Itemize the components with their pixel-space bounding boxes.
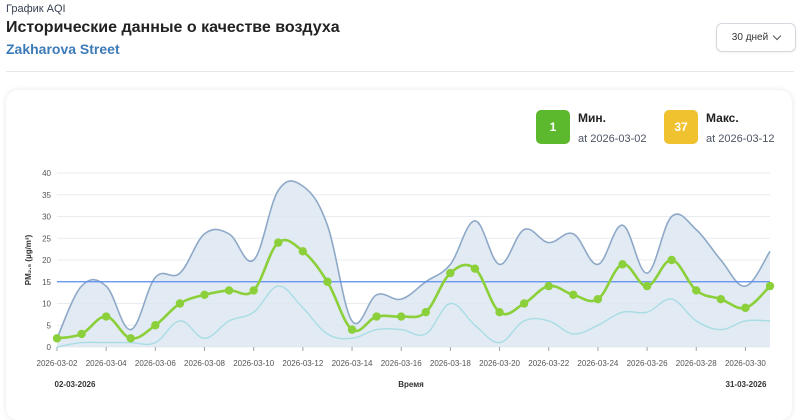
- station-name[interactable]: Zakharova Street: [6, 41, 120, 57]
- max-value-badge: 37: [664, 110, 698, 144]
- mean-point: [544, 281, 553, 291]
- max-label: Макс.: [706, 111, 739, 125]
- mean-point: [741, 303, 750, 313]
- mean-point: [372, 312, 381, 321]
- x-tick-label: 2026-03-14: [332, 359, 373, 368]
- mean-point: [519, 299, 529, 308]
- x-tick-label: 2026-03-10: [233, 359, 274, 368]
- range-end-label: 31-03-2026: [726, 380, 767, 389]
- y-tick-labels: 0 5 10 15 20 25 30 35 40: [42, 169, 51, 352]
- x-tick-label: 2026-03-04: [86, 359, 127, 368]
- x-tick-label: 2026-03-24: [577, 359, 618, 368]
- mean-point: [101, 312, 111, 321]
- mean-point: [421, 308, 430, 317]
- mean-points: [52, 238, 775, 343]
- y-tick-label: 15: [42, 278, 51, 287]
- mean-point: [298, 247, 308, 256]
- y-tick-label: 25: [42, 234, 51, 243]
- mean-point: [52, 334, 62, 343]
- mean-point: [323, 277, 332, 286]
- x-tick-label: 2026-03-20: [479, 359, 520, 368]
- min-line: [56, 285, 771, 348]
- y-tick-label: 30: [42, 213, 51, 222]
- max-stat: 37 Макс. at 2026-03-12: [664, 110, 775, 145]
- mean-point: [126, 334, 135, 343]
- max-date: at 2026-03-12: [706, 133, 775, 145]
- mean-point: [397, 312, 406, 321]
- page-title: Исторические данные о качестве воздуха: [6, 19, 340, 36]
- mean-point: [151, 321, 160, 330]
- min-date: at 2026-03-02: [578, 133, 647, 145]
- x-tick-label: 2026-03-16: [381, 359, 422, 368]
- y-tick-label: 0: [47, 343, 52, 352]
- y-tick-label: 5: [47, 321, 52, 330]
- min-label: Мин.: [578, 111, 606, 125]
- mean-point: [642, 281, 652, 291]
- y-tick-label: 35: [42, 191, 51, 200]
- mean-point: [274, 238, 283, 247]
- x-tick-label: 2026-03-18: [430, 359, 471, 368]
- mean-point: [495, 308, 504, 317]
- x-tick-label: 2026-03-28: [676, 359, 717, 368]
- x-tick-label: 2026-03-22: [528, 359, 569, 368]
- mean-point: [347, 325, 357, 334]
- x-tick-label: 2026-03-02: [37, 359, 78, 368]
- x-tick-label: 2026-03-26: [627, 359, 668, 368]
- min-stat: 1 Мин. at 2026-03-02: [536, 110, 647, 145]
- range-dropdown-value: 30 дней: [731, 32, 769, 43]
- mean-point: [249, 286, 258, 295]
- max-area: [57, 180, 770, 347]
- x-tick-label: 2026-03-30: [725, 359, 766, 368]
- x-tick-labels: 2026-03-02 2026-03-04 2026-03-06 2026-03-08…: [37, 347, 766, 368]
- x-tick-label: 2026-03-08: [184, 359, 225, 368]
- y-tick-label: 40: [42, 169, 51, 178]
- mean-point: [692, 286, 701, 295]
- max-line: [56, 180, 771, 339]
- mean-point: [765, 281, 775, 291]
- mean-point: [716, 294, 726, 304]
- y-tick-label: 20: [42, 256, 51, 265]
- mean-point: [224, 286, 234, 295]
- mean-point: [470, 264, 480, 273]
- mean-point: [175, 299, 185, 308]
- range-dropdown[interactable]: 30 дней: [716, 23, 796, 52]
- y-tick-label: 10: [42, 300, 51, 309]
- mean-point: [77, 329, 86, 339]
- mean-point: [593, 294, 603, 304]
- x-tick-label: 2026-03-12: [282, 359, 323, 368]
- mean-point: [618, 260, 627, 269]
- mean-point: [200, 290, 209, 299]
- header-divider: [6, 71, 794, 72]
- range-start-label: 02-03-2026: [55, 380, 96, 389]
- mean-point: [667, 255, 676, 265]
- x-tick-label: 2026-03-06: [135, 359, 176, 368]
- y-axis-label: PM₂.₅ (µg/m³): [24, 234, 33, 285]
- mean-point: [569, 290, 578, 299]
- x-axis-label: Время: [398, 380, 424, 389]
- page-kicker: График AQI: [6, 3, 66, 15]
- mean-point: [446, 268, 455, 278]
- min-value-badge: 1: [536, 110, 570, 144]
